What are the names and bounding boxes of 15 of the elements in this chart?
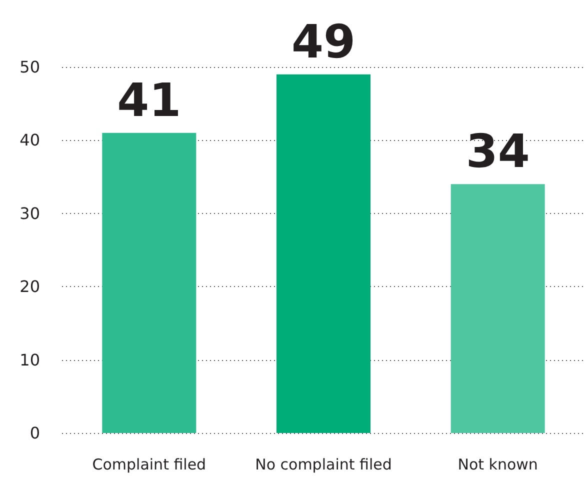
y-tick-label: 40 [20,130,40,150]
bar [102,132,196,433]
y-tick-label: 30 [20,204,40,223]
y-tick-label: 0 [30,424,40,442]
y-tick-label: 20 [20,277,40,296]
y-tick-label: 50 [20,58,40,76]
data-label: 41 [117,72,182,127]
bar [450,184,545,433]
data-label: 34 [466,124,530,178]
x-tick-label: Complaint filed [92,456,206,474]
bar [276,74,370,433]
y-tick-label: 10 [20,350,40,370]
x-tick-label: No complaint filed [255,456,392,474]
data-label: 49 [291,14,356,68]
x-tick-label: Not known [458,456,538,474]
